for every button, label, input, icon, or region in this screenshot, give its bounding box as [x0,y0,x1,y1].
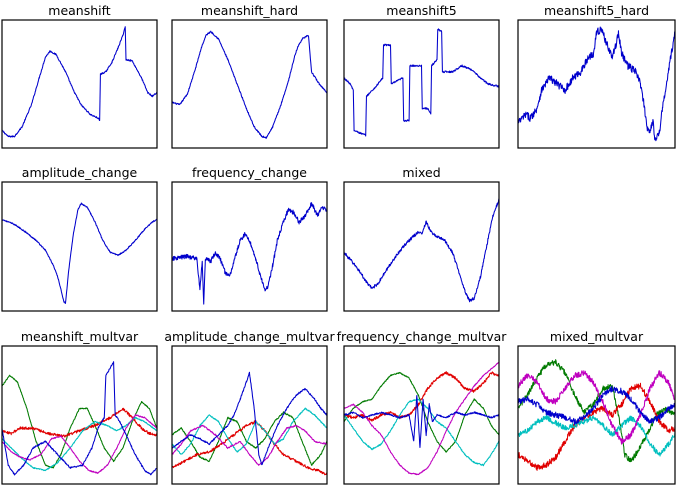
panel-title: meanshift [48,3,111,18]
plot-area [344,197,499,303]
panel-frame [517,19,676,149]
series-line [518,359,675,463]
series-line [518,370,675,445]
panel-frame [171,19,328,149]
series-line [518,26,675,142]
series-line [2,26,157,138]
series-line [344,371,499,453]
plot-area [172,202,327,305]
series-line [172,424,327,466]
plot-area [2,202,157,304]
panel-frequency_change: frequency_change [171,165,328,312]
series-line [172,411,327,466]
panel-mixed: mixed [343,165,500,312]
panel-title: meanshift5_hard [544,3,649,18]
panel-meanshift_multvar: meanshift_multvar [1,329,158,485]
plot-area [518,26,675,142]
panel-title: meanshift5 [386,3,456,18]
series-line [518,382,675,471]
panel-frame [343,181,500,312]
panel-frame [343,19,500,149]
panel-frame [1,19,158,149]
series-line [344,361,499,476]
series-line [172,371,327,466]
series-line [344,395,499,448]
series-line [172,30,327,139]
series-line [344,398,499,467]
plot-area [172,30,327,139]
panel-meanshift_hard: meanshift_hard [171,3,328,149]
panel-frame [171,181,328,312]
panel-frame [1,181,158,312]
series-line [344,371,499,422]
panel-title: meanshift_hard [201,3,298,18]
plot-area [172,371,327,476]
panel-frequency_change_multvar: frequency_change_multvar [337,329,508,485]
plot-area [2,361,157,476]
panel-frame [517,345,676,485]
plot-area [344,28,499,137]
panel-title: amplitude_change [22,165,138,180]
panel-amplitude_change_multvar: amplitude_change_multvar [164,329,336,485]
panel-meanshift5: meanshift5 [343,3,500,149]
panel-mixed_multvar: mixed_multvar [517,329,676,485]
panel-title: mixed_multvar [550,329,644,344]
panel-amplitude_change: amplitude_change [1,165,158,312]
panel-meanshift5_hard: meanshift5_hard [517,3,676,149]
panel-title: amplitude_change_multvar [164,329,335,344]
panel-title: meanshift_multvar [21,329,139,344]
series-line [2,374,157,469]
series-line [172,407,327,455]
series-line [344,28,499,137]
panel-meanshift: meanshift [1,3,158,149]
panel-frame [343,345,500,485]
series-line [172,419,327,476]
plot-area [518,359,675,471]
plot-area [344,361,499,476]
plot-area [2,26,157,138]
series-line [2,414,157,474]
panel-title: frequency_change [192,165,307,180]
series-line [344,197,499,303]
panel-frame [171,345,328,485]
series-line [518,385,675,425]
series-line [172,202,327,305]
panel-frame [1,345,158,485]
series-line [2,202,157,304]
panels-layer: meanshift meanshift_hard meanshift5 meanshi… [1,3,676,485]
series-line [518,414,675,457]
panel-title: frequency_change_multvar [337,329,508,344]
series-line [2,407,157,438]
panel-title: mixed [402,165,440,180]
series-line [2,361,157,476]
